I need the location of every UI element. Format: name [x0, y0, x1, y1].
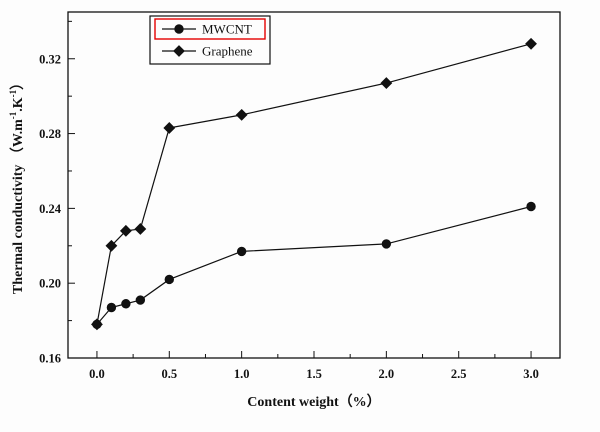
legend-circle-marker	[174, 24, 184, 34]
series-mwcnt-marker	[526, 201, 536, 212]
series-graphene-marker	[91, 318, 103, 331]
legend-box	[149, 15, 271, 65]
legend-label: Graphene	[202, 44, 253, 59]
series-graphene-marker	[105, 239, 118, 252]
axis-ticks	[68, 20, 532, 359]
x-tick-label: 0.5	[161, 367, 177, 381]
series-mwcnt-marker	[236, 246, 247, 257]
x-tick-label: 1.0	[234, 367, 250, 381]
x-tick-label: 2.0	[379, 367, 395, 381]
legend-diamond-marker	[173, 45, 185, 57]
legend-entry-graphene: Graphene	[162, 44, 253, 59]
x-tick-label: 0.0	[89, 367, 105, 381]
series-graphene-marker	[134, 223, 147, 235]
y-tick-label: 0.32	[39, 52, 61, 66]
x-tick-label: 2.5	[451, 367, 467, 381]
series-mwcnt-marker	[135, 295, 146, 305]
series-graphene-marker	[119, 224, 132, 237]
y-tick-label: 0.20	[39, 277, 61, 291]
y-tick-label: 0.24	[39, 202, 62, 216]
series-mwcnt-marker	[164, 274, 174, 285]
legend-entry-mwcnt: MWCNT	[154, 18, 266, 40]
series-graphene	[91, 37, 537, 331]
x-tick-label: 3.0	[523, 367, 539, 381]
series-mwcnt-marker	[106, 302, 117, 313]
y-axis-label: Thermal conductivity （W.m-1.K-1）	[8, 76, 26, 294]
x-axis-label: Content weight（%）	[247, 394, 380, 410]
series-graphene-marker	[525, 37, 537, 50]
y-tick-label: 0.28	[39, 127, 61, 141]
legend-highlight-box	[154, 18, 266, 40]
y-tick-label: 0.16	[39, 352, 61, 366]
series-mwcnt-marker	[121, 299, 131, 309]
legend: MWCNT Graphene	[149, 15, 271, 65]
series-mwcnt-marker	[381, 239, 392, 249]
series-graphene-marker	[163, 122, 176, 134]
series-graphene-marker	[380, 77, 393, 89]
series-graphene-marker	[235, 108, 248, 121]
x-tick-label: 1.5	[306, 367, 322, 381]
legend-label: MWCNT	[202, 22, 252, 37]
